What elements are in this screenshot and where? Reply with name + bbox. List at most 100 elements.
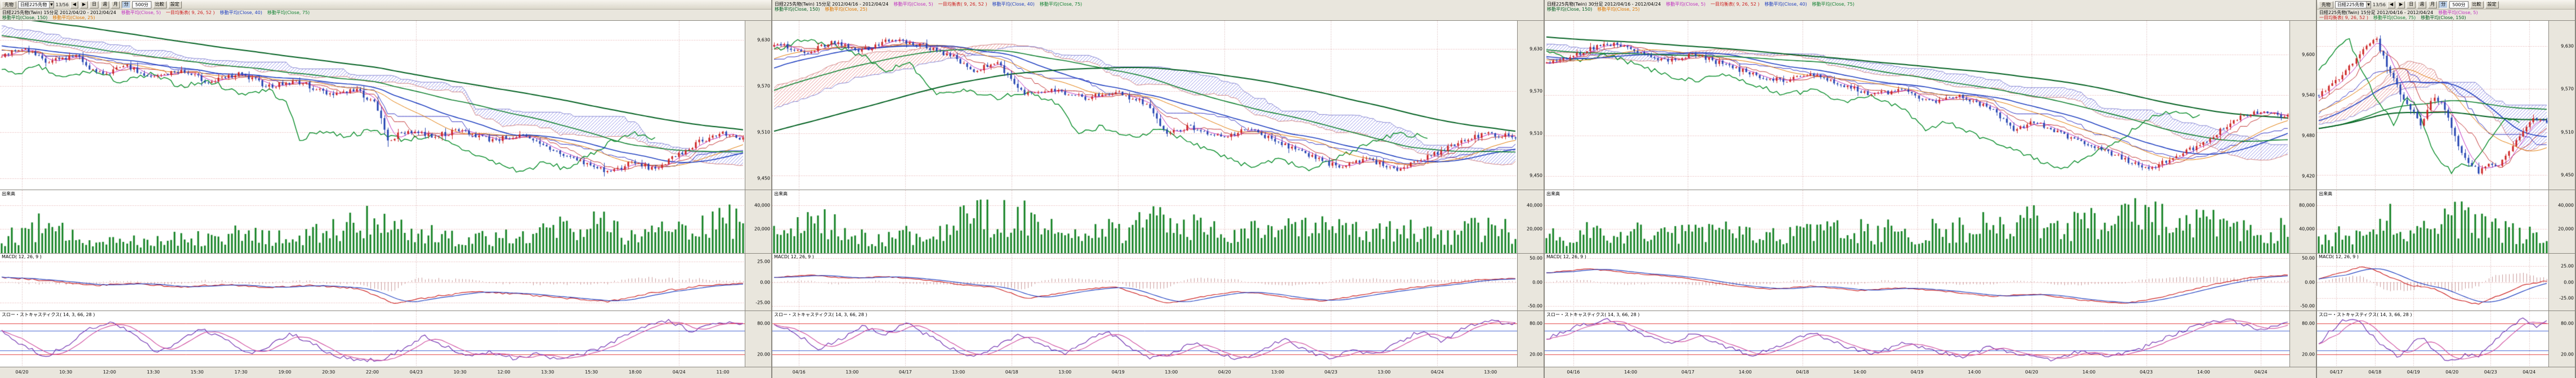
indicator-label: 一目均衡表( 9, 26, 52 ) xyxy=(166,10,215,15)
chart-title: 日経225先物(Twin) 15分足 2012/04/20 - 2012/04/… xyxy=(2,10,116,15)
y-axis-label: -50.00 xyxy=(2300,303,2315,308)
stochastics-section: スロー・ストキャスティクス( 14, 3, 66, 28 ) 80.0020.0… xyxy=(1545,310,2316,367)
chevron-down-icon: ▼ xyxy=(49,2,53,8)
time-axis[interactable]: 04/1613:0004/1713:0004/1813:0004/1913:00… xyxy=(772,367,1544,378)
x-tick: 13:00 xyxy=(846,370,858,375)
period-button-2[interactable]: 月 xyxy=(111,1,120,8)
symbol-select[interactable]: 日経225先物▼ xyxy=(2335,1,2371,8)
y-axis-label: 0.00 xyxy=(2305,280,2315,285)
x-tick: 10:30 xyxy=(454,370,467,375)
period-button-3[interactable]: 分 xyxy=(122,1,131,8)
y-axis-label: 9,570 xyxy=(757,83,770,88)
period-button-2[interactable]: 月 xyxy=(2428,1,2437,8)
macd-axis: 25.000.00-25.00 xyxy=(2548,254,2575,310)
macd-chart[interactable]: MACD( 12, 26, 9 ) xyxy=(2317,254,2548,310)
panel-toolbar: 先物日経225先物▼13/56◀▶日週月分500分比較設定 xyxy=(0,0,771,10)
macd-chart-canvas xyxy=(0,254,745,310)
action-button-1[interactable]: 設定 xyxy=(168,1,182,8)
indicator-label: 一目均衡表( 9, 26, 52 ) xyxy=(2319,15,2368,20)
y-axis-label: -25.00 xyxy=(2559,295,2574,300)
y-axis-label: 9,510 xyxy=(2561,129,2574,134)
price-section: 9,600 9,540 9,480 9,420 xyxy=(1545,20,2316,190)
y-axis-label: 9,450 xyxy=(757,176,770,181)
stochastics-chart[interactable]: スロー・ストキャスティクス( 14, 3, 66, 28 ) xyxy=(2317,311,2548,367)
market-tab[interactable]: 先物 xyxy=(2319,1,2333,8)
volume-section: 出来高 40,00020,000 xyxy=(2317,190,2575,253)
time-axis[interactable]: 04/1704/1804/1904/2004/2304/24 xyxy=(2317,367,2575,378)
indicator-label: 移動平均(Close, 75) xyxy=(2373,15,2416,20)
volume-chart-canvas xyxy=(772,190,1517,253)
macd-chart-canvas xyxy=(772,254,1517,310)
period-button-1[interactable]: 週 xyxy=(2417,1,2426,8)
prev-symbol-button[interactable]: ◀ xyxy=(70,1,78,8)
y-axis-label: 40,000 xyxy=(754,202,770,208)
volume-chart[interactable]: 出来高 xyxy=(0,190,745,253)
macd-label: MACD( 12, 26, 9 ) xyxy=(774,254,814,259)
indicator-label: 移動平均(Close, 40) xyxy=(1765,2,1807,7)
volume-chart[interactable]: 出来高 xyxy=(2317,190,2548,253)
y-axis-label: 80.00 xyxy=(2302,321,2315,326)
prev-symbol-button[interactable]: ◀ xyxy=(2387,1,2395,8)
period-button-3[interactable]: 分 xyxy=(2439,1,2448,8)
x-tick: 14:00 xyxy=(2082,370,2095,375)
price-axis: 9,6309,5709,5109,450 xyxy=(1517,21,1544,190)
indicator-label: 移動平均(Close, 40) xyxy=(220,10,262,15)
x-tick: 13:00 xyxy=(952,370,965,375)
action-button-1[interactable]: 設定 xyxy=(2485,1,2499,8)
x-tick: 10:30 xyxy=(59,370,72,375)
macd-chart[interactable]: MACD( 12, 26, 9 ) xyxy=(1545,254,2289,310)
stochastics-chart[interactable]: スロー・ストキャスティクス( 14, 3, 66, 28 ) xyxy=(0,311,745,367)
volume-chart-canvas xyxy=(2317,190,2548,253)
period-button-0[interactable]: 日 xyxy=(90,1,99,8)
stochastics-chart-canvas xyxy=(0,311,745,367)
x-tick: 13:00 xyxy=(1484,370,1497,375)
time-axis[interactable]: 04/1614:0004/1714:0004/1814:0004/1914:00… xyxy=(1545,367,2316,378)
macd-chart[interactable]: MACD( 12, 26, 9 ) xyxy=(0,254,745,310)
volume-chart[interactable]: 出来高 xyxy=(1545,190,2289,253)
stochastics-label: スロー・ストキャスティクス( 14, 3, 66, 28 ) xyxy=(774,312,867,318)
interval-display[interactable]: 500分 xyxy=(132,1,151,8)
y-axis-label: 9,480 xyxy=(2302,133,2315,138)
price-chart[interactable] xyxy=(0,21,745,190)
next-symbol-button[interactable]: ▶ xyxy=(2397,1,2405,8)
y-axis-label: 9,420 xyxy=(2302,174,2315,179)
market-tab[interactable]: 先物 xyxy=(2,1,16,8)
next-symbol-button[interactable]: ▶ xyxy=(80,1,88,8)
y-axis-label: 20,000 xyxy=(754,227,770,232)
volume-label: 出来高 xyxy=(1546,191,1560,197)
stochastics-chart[interactable]: スロー・ストキャスティクス( 14, 3, 66, 28 ) xyxy=(772,311,1517,367)
indicator-label: 移動平均(Close, 25) xyxy=(825,7,867,12)
indicator-label: 移動平均(Close, 25) xyxy=(52,15,95,20)
y-axis-label: 9,600 xyxy=(2302,52,2315,57)
indicator-label: 移動平均(Close, 75) xyxy=(267,10,310,15)
time-axis[interactable]: 04/2010:3012:0013:3015:3017:3019:0020:30… xyxy=(0,367,771,378)
action-button-0[interactable]: 比較 xyxy=(2470,1,2484,8)
symbol-counter: 13/56 xyxy=(2373,2,2386,7)
y-axis-label: 20,000 xyxy=(1527,227,1542,232)
interval-display[interactable]: 500分 xyxy=(2449,1,2468,8)
x-tick: 14:00 xyxy=(1624,370,1637,375)
x-tick: 04/19 xyxy=(1112,370,1125,375)
stochastics-chart[interactable]: スロー・ストキャスティクス( 14, 3, 66, 28 ) xyxy=(1545,311,2289,367)
price-chart[interactable] xyxy=(772,21,1517,190)
x-tick: 04/17 xyxy=(1681,370,1694,375)
volume-chart-canvas xyxy=(0,190,745,253)
symbol-select[interactable]: 日経225先物▼ xyxy=(18,1,54,8)
period-button-0[interactable]: 日 xyxy=(2407,1,2416,8)
macd-section: MACD( 12, 26, 9 ) 50.000.00-50.00 xyxy=(1545,253,2316,310)
price-chart[interactable] xyxy=(2317,21,2548,190)
period-button-1[interactable]: 週 xyxy=(100,1,109,8)
y-axis-label: 9,510 xyxy=(1530,131,1542,136)
volume-label: 出来高 xyxy=(2319,191,2332,197)
price-axis: 9,6309,5709,5109,450 xyxy=(745,21,771,190)
header-line-2: 移動平均(Close, 150)移動平均(Close, 25) xyxy=(775,7,1541,12)
price-chart[interactable] xyxy=(1545,21,2289,190)
macd-chart[interactable]: MACD( 12, 26, 9 ) xyxy=(772,254,1517,310)
y-axis-label: 9,540 xyxy=(2302,93,2315,98)
macd-section: MACD( 12, 26, 9 ) 50.000.00-50.00 xyxy=(772,253,1544,310)
chart-panel: 先物日経225先物▼13/56◀▶日週月分500分比較設定 日経225先物(Tw… xyxy=(0,0,772,378)
volume-chart[interactable]: 出来高 xyxy=(772,190,1517,253)
y-axis-label: 20,000 xyxy=(2558,227,2574,232)
x-tick: 04/24 xyxy=(1431,370,1444,375)
action-button-0[interactable]: 比較 xyxy=(153,1,167,8)
